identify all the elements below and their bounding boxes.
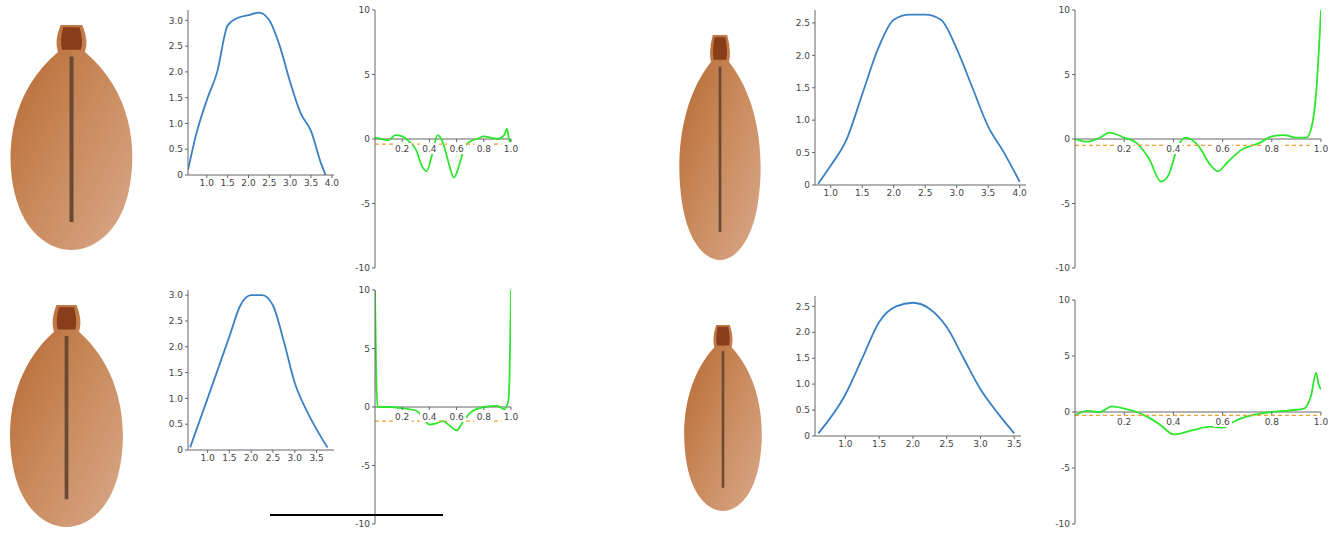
svg-text:0.2: 0.2 <box>1117 144 1131 154</box>
svg-text:0.4: 0.4 <box>422 412 437 422</box>
svg-text:0.8: 0.8 <box>1265 144 1280 154</box>
svg-text:1.0: 1.0 <box>169 119 184 129</box>
svg-text:3.0: 3.0 <box>169 16 184 26</box>
svg-text:5: 5 <box>364 70 370 80</box>
svg-text:2.5: 2.5 <box>266 453 280 463</box>
svg-text:2.5: 2.5 <box>169 316 183 326</box>
svg-text:1.0: 1.0 <box>796 115 811 125</box>
svg-text:1.5: 1.5 <box>169 368 183 378</box>
svg-text:2.5: 2.5 <box>918 188 932 198</box>
svg-text:3.5: 3.5 <box>309 453 323 463</box>
svg-text:0: 0 <box>1064 134 1070 144</box>
svg-text:0: 0 <box>804 431 810 441</box>
svg-text:3.0: 3.0 <box>950 188 965 198</box>
svg-text:1.5: 1.5 <box>855 188 869 198</box>
svg-text:1.5: 1.5 <box>796 353 810 363</box>
svg-text:0.5: 0.5 <box>796 148 810 158</box>
svg-text:-10: -10 <box>355 263 370 273</box>
svg-text:2.0: 2.0 <box>796 327 811 337</box>
svg-text:1.0: 1.0 <box>824 188 839 198</box>
svg-text:3.5: 3.5 <box>981 188 995 198</box>
svg-text:4.0: 4.0 <box>325 178 340 188</box>
svg-text:-5: -5 <box>1061 199 1070 209</box>
svg-text:0.4: 0.4 <box>1166 417 1181 427</box>
svg-text:1.5: 1.5 <box>169 93 183 103</box>
svg-text:10: 10 <box>359 5 371 15</box>
svg-text:0.2: 0.2 <box>1117 417 1131 427</box>
svg-text:3.5: 3.5 <box>1007 439 1021 449</box>
svg-text:0.6: 0.6 <box>1215 144 1230 154</box>
svg-text:0: 0 <box>364 402 370 412</box>
svg-text:1.5: 1.5 <box>220 178 234 188</box>
svg-text:2.0: 2.0 <box>887 188 902 198</box>
svg-text:3.0: 3.0 <box>288 453 303 463</box>
svg-text:5: 5 <box>364 344 370 354</box>
svg-text:1.0: 1.0 <box>504 412 519 422</box>
svg-text:5: 5 <box>1064 70 1070 80</box>
svg-text:1.0: 1.0 <box>1314 144 1329 154</box>
svg-text:0.8: 0.8 <box>1265 417 1280 427</box>
svg-text:2.5: 2.5 <box>169 41 183 51</box>
svg-text:0.6: 0.6 <box>449 412 464 422</box>
svg-text:0.4: 0.4 <box>422 144 437 154</box>
svg-text:1.0: 1.0 <box>796 379 811 389</box>
svg-text:10: 10 <box>1059 295 1071 305</box>
svg-text:0: 0 <box>804 180 810 190</box>
svg-text:0.6: 0.6 <box>1215 417 1230 427</box>
svg-text:0.6: 0.6 <box>449 144 464 154</box>
svg-text:0.4: 0.4 <box>1166 144 1181 154</box>
svg-text:1.0: 1.0 <box>200 453 215 463</box>
svg-text:0.8: 0.8 <box>477 412 492 422</box>
svg-text:0: 0 <box>1064 407 1070 417</box>
svg-text:0.2: 0.2 <box>395 412 409 422</box>
svg-text:2.0: 2.0 <box>169 342 184 352</box>
svg-text:2.5: 2.5 <box>940 439 954 449</box>
svg-text:5: 5 <box>1064 351 1070 361</box>
svg-text:2.0: 2.0 <box>906 439 921 449</box>
svg-text:10: 10 <box>1059 5 1071 15</box>
svg-text:1.5: 1.5 <box>222 453 236 463</box>
svg-text:1.0: 1.0 <box>504 144 519 154</box>
svg-text:3.5: 3.5 <box>304 178 318 188</box>
svg-text:2.5: 2.5 <box>796 18 810 28</box>
svg-text:0.5: 0.5 <box>169 419 183 429</box>
svg-text:-5: -5 <box>1061 463 1070 473</box>
svg-text:2.0: 2.0 <box>796 51 811 61</box>
svg-text:2.5: 2.5 <box>796 302 810 312</box>
svg-text:0: 0 <box>177 445 183 455</box>
svg-text:3.0: 3.0 <box>973 439 988 449</box>
svg-text:0.2: 0.2 <box>395 144 409 154</box>
svg-text:-10: -10 <box>355 519 370 529</box>
svg-text:3.0: 3.0 <box>169 290 184 300</box>
svg-text:3.0: 3.0 <box>283 178 298 188</box>
svg-text:1.0: 1.0 <box>838 439 853 449</box>
svg-text:-5: -5 <box>361 199 370 209</box>
svg-text:1.0: 1.0 <box>169 394 184 404</box>
svg-text:2.5: 2.5 <box>262 178 276 188</box>
svg-text:-10: -10 <box>1055 519 1070 529</box>
svg-text:2.0: 2.0 <box>244 453 259 463</box>
svg-text:1.5: 1.5 <box>872 439 886 449</box>
svg-text:-5: -5 <box>361 461 370 471</box>
svg-text:0.8: 0.8 <box>477 144 492 154</box>
svg-text:0: 0 <box>177 170 183 180</box>
svg-text:1.0: 1.0 <box>200 178 215 188</box>
svg-text:0.5: 0.5 <box>796 405 810 415</box>
svg-text:2.0: 2.0 <box>241 178 256 188</box>
svg-text:1.0: 1.0 <box>1314 417 1329 427</box>
svg-text:4.0: 4.0 <box>1013 188 1028 198</box>
svg-text:10: 10 <box>359 285 371 295</box>
svg-text:0.5: 0.5 <box>169 144 183 154</box>
svg-text:-10: -10 <box>1055 263 1070 273</box>
svg-text:1.5: 1.5 <box>796 83 810 93</box>
svg-text:2.0: 2.0 <box>169 67 184 77</box>
svg-text:0: 0 <box>364 134 370 144</box>
